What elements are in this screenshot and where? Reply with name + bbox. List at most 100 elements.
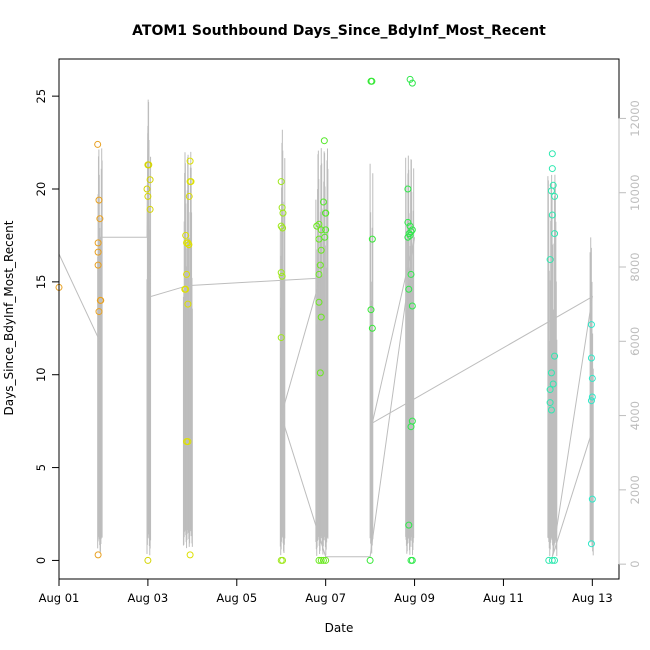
data-point <box>404 218 412 226</box>
data-point <box>315 270 323 278</box>
data-point <box>368 324 376 332</box>
data-point <box>313 222 321 230</box>
data-point <box>316 261 324 269</box>
data-point <box>551 230 559 238</box>
data-point <box>279 556 287 564</box>
data-point <box>94 140 102 148</box>
data-point <box>187 178 195 186</box>
data-point <box>315 298 323 306</box>
data-point <box>277 269 285 277</box>
y2-tick-label: 10000 <box>628 174 642 211</box>
secondary-y-axis: 0 2000 4000 6000 8000 10000 12000 <box>618 100 642 568</box>
y2-tick-label: 0 <box>628 560 642 567</box>
y-tick-label: 25 <box>34 89 48 104</box>
data-point <box>587 540 595 548</box>
data-point <box>96 215 104 223</box>
points-layer <box>55 75 596 564</box>
data-point <box>322 556 330 564</box>
data-point <box>94 261 102 269</box>
data-point <box>367 306 375 314</box>
data-point <box>183 438 191 446</box>
data-point <box>320 137 328 145</box>
data-point <box>405 230 413 238</box>
data-point <box>588 393 596 401</box>
data-point <box>408 556 416 564</box>
y-tick-label: 20 <box>34 182 48 197</box>
data-point <box>146 205 154 213</box>
y2-tick-label: 8000 <box>628 252 642 281</box>
data-point <box>368 235 376 243</box>
data-point <box>94 239 102 247</box>
plot-area-frame <box>58 58 620 580</box>
data-point <box>322 209 330 217</box>
y-axis-label: Days_Since_BdyInf_Most_Recent <box>2 220 16 415</box>
data-point <box>279 209 287 217</box>
data-point <box>143 185 151 193</box>
data-point <box>277 334 285 342</box>
data-point <box>407 423 415 431</box>
data-point <box>587 354 595 362</box>
data-point <box>366 556 374 564</box>
y-tick-label: 10 <box>34 367 48 382</box>
data-point <box>317 246 325 254</box>
x-axis-label: Date <box>325 621 354 635</box>
data-point <box>587 397 595 405</box>
data-point <box>316 369 324 377</box>
data-point <box>546 386 554 394</box>
x-tick-label: Aug 01 <box>39 591 80 605</box>
data-point <box>406 75 414 83</box>
y-tick-label: 15 <box>34 275 48 290</box>
data-point <box>551 352 559 360</box>
secondary-trend-line <box>58 125 593 558</box>
x-tick-label: Aug 07 <box>305 591 346 605</box>
data-point <box>186 157 194 165</box>
data-point <box>319 198 327 206</box>
data-point <box>549 181 557 189</box>
data-point <box>546 399 554 407</box>
y2-tick-label: 6000 <box>628 327 642 356</box>
secondary-series-layer <box>58 99 594 558</box>
data-point <box>144 192 152 200</box>
data-point <box>548 556 556 564</box>
x-tick-label: Aug 09 <box>394 591 435 605</box>
data-point <box>185 192 193 200</box>
data-point <box>551 556 559 564</box>
x-tick-label: Aug 11 <box>483 591 524 605</box>
data-point <box>95 196 103 204</box>
data-point <box>315 556 323 564</box>
data-point <box>405 521 413 529</box>
data-point <box>546 256 554 264</box>
data-point <box>317 556 325 564</box>
data-point <box>548 150 556 158</box>
data-point <box>548 211 556 219</box>
data-point <box>144 556 152 564</box>
data-point <box>547 406 555 414</box>
data-point <box>407 228 415 236</box>
data-point <box>319 556 327 564</box>
data-point <box>404 233 412 241</box>
data-point <box>408 79 416 87</box>
x-tick-label: Aug 03 <box>128 591 169 605</box>
data-point <box>368 77 376 85</box>
data-point <box>408 302 416 310</box>
data-point <box>547 369 555 377</box>
data-point <box>94 248 102 256</box>
data-point <box>405 285 413 293</box>
x-tick-label: Aug 13 <box>572 591 613 605</box>
chart-title: ATOM1 Southbound Days_Since_BdyInf_Most_… <box>132 23 546 39</box>
data-point <box>588 495 596 503</box>
data-point <box>317 313 325 321</box>
y2-tick-label: 4000 <box>628 401 642 430</box>
data-point <box>322 226 330 234</box>
data-point <box>182 231 190 239</box>
data-point <box>183 270 191 278</box>
data-point <box>185 241 193 249</box>
data-point <box>404 185 412 193</box>
y-axis: 0 5 10 15 20 25 <box>34 89 60 564</box>
y-tick-label: 5 <box>34 464 48 471</box>
data-point <box>278 272 286 280</box>
y2-tick-label: 12000 <box>628 100 642 137</box>
data-point <box>186 551 194 559</box>
data-point <box>279 224 287 232</box>
